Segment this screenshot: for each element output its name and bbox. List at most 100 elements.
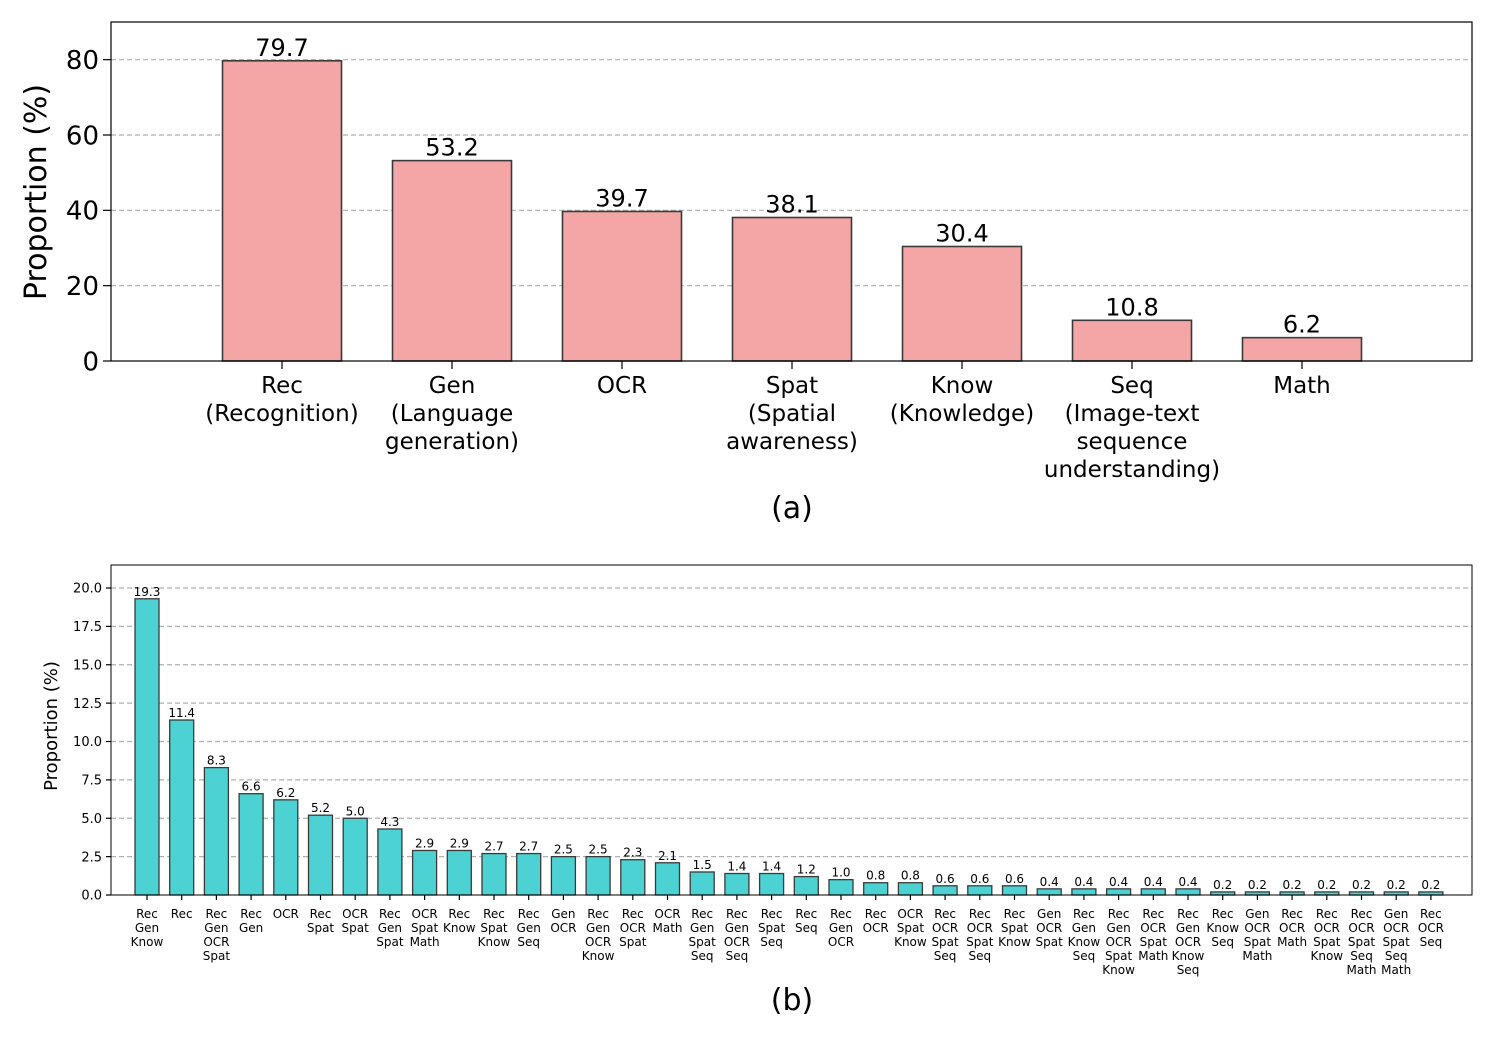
bar-value-label: 6.2 [276, 786, 295, 800]
x-tick-label-line: generation) [385, 429, 519, 455]
bar-value-label: 53.2 [425, 134, 478, 162]
bar [377, 828, 403, 896]
bar [134, 598, 160, 896]
x-tick-label: Rec OCR Spat Know [1310, 907, 1343, 963]
x-tick-label-line: Rec [795, 907, 817, 921]
bar [758, 872, 785, 896]
bar-value-label: 5.0 [346, 804, 365, 818]
bar [1001, 885, 1028, 896]
x-tick-label-line: Gen [1245, 907, 1269, 921]
chart-b-plot-frame [110, 564, 1473, 896]
x-tick-label-line: Rec [240, 907, 262, 921]
bar-value-label: 0.6 [970, 872, 989, 886]
x-tick-label-line: Rec [448, 907, 470, 921]
x-tick-label-line: Gen [1106, 921, 1130, 935]
x-tick-label-line: Seq [795, 921, 818, 935]
x-tick-label-line: OCR [863, 921, 889, 935]
bar-value-label: 2.5 [589, 843, 608, 857]
x-tick-label: Gen OCR Spat [1036, 907, 1064, 949]
bar-value-label: 1.5 [693, 858, 712, 872]
x-tick-label-line: Know [1102, 963, 1135, 977]
x-tick-label-line: Know [478, 935, 511, 949]
x-tick-label-line: OCR [203, 935, 229, 949]
x-tick-label-line: Spat [619, 935, 647, 949]
x-tick-label: Spat (Spatial awareness) [726, 373, 858, 455]
x-tick-label-line: Spat [1036, 935, 1064, 949]
x-tick-label-line: Seq [517, 935, 540, 949]
bar-value-label: 6.2 [1283, 311, 1321, 339]
x-tick-label-line: OCR [1106, 935, 1132, 949]
x-tick-label-line: OCR [1418, 921, 1444, 935]
x-tick-label-line: Seq [968, 949, 991, 963]
x-tick-label-line: Rec [830, 907, 852, 921]
chart-b: 19.3 11.4 8.3 6.6 6.2 5.2 5.0 4.3 2.9 2.9 2.7 2.7 2.… [41, 564, 1473, 1018]
chart-b-y-ticks: 0.0 2.5 5.0 7.5 10.0 12.5 15.0 17.5 20.0 [73, 582, 111, 904]
bar [724, 872, 750, 896]
x-tick-label-line: awareness) [726, 429, 858, 455]
bar-value-label: 2.1 [658, 849, 677, 863]
x-tick-label-line: Know [1068, 935, 1101, 949]
chart-b-gridlines [111, 587, 1472, 858]
x-tick-label-line: Rec [310, 907, 332, 921]
bar [689, 871, 715, 896]
x-tick-label-line: Rec [1177, 907, 1199, 921]
x-tick-label-line: Spat [1383, 935, 1411, 949]
x-tick-label: Rec Spat Seq [758, 907, 786, 949]
chart-a-caption: (a) [771, 491, 813, 526]
x-tick-label: Rec OCR Spat Seq [931, 907, 959, 963]
x-tick-label-line: OCR [342, 907, 368, 921]
bar [1071, 319, 1193, 362]
y-tick-label: 0.0 [81, 889, 102, 904]
x-tick-label-line: Gen [517, 921, 541, 935]
bar-value-label: 30.4 [935, 219, 988, 247]
x-tick-label-line: Seq [760, 935, 783, 949]
bar-value-label: 0.2 [1248, 878, 1267, 892]
x-tick-label: Seq (Image-text sequence understanding) [1044, 373, 1220, 483]
bar [221, 59, 343, 362]
x-tick-label-line: (Spatial [748, 401, 836, 427]
x-tick-label-line: Seq [1350, 949, 1373, 963]
x-tick-label-line: OCR [1140, 921, 1166, 935]
x-tick-label-line: OCR [654, 907, 680, 921]
bar-value-label: 0.2 [1421, 878, 1440, 892]
x-tick-label-line: Rec [518, 907, 540, 921]
x-tick-label-line: Rec [206, 907, 228, 921]
x-tick-label: OCR Spat [342, 907, 370, 935]
x-tick-label-line: Spat [307, 921, 335, 935]
x-tick-label: Rec Gen OCR Know [582, 907, 615, 963]
x-tick-label-line: Spat [1140, 935, 1168, 949]
x-tick-label-line: OCR [1279, 921, 1305, 935]
chart-a-value-labels: 79.7 53.2 39.7 38.1 30.4 10.8 6.2 [255, 34, 1321, 339]
x-tick-label-line: Math [1242, 949, 1272, 963]
bar-value-label: 5.2 [311, 801, 330, 815]
x-tick-label-line: Rec [1004, 907, 1026, 921]
x-tick-label-line: Math [410, 935, 440, 949]
x-tick-label: Rec OCR Spat [619, 907, 647, 949]
x-tick-label-line: Spat [966, 935, 994, 949]
y-tick-label: 20.0 [73, 582, 102, 597]
bar-value-label: 1.0 [831, 866, 850, 880]
x-tick-label-line: Seq [1073, 949, 1096, 963]
x-tick-label-line: Gen [586, 921, 610, 935]
x-tick-label: OCR Math [652, 907, 682, 935]
bar [411, 849, 438, 896]
bar [1175, 888, 1201, 896]
x-tick-label: Gen OCR Spat Math [1242, 907, 1272, 963]
x-tick-label-line: Rec [1073, 907, 1095, 921]
y-tick-label: 7.5 [81, 774, 102, 789]
chart-a-y-axis-label: Proportion (%) [19, 84, 54, 300]
x-tick-label-line: Gen [429, 373, 476, 399]
bar [828, 879, 854, 896]
x-tick-label-line: OCR [412, 907, 438, 921]
bar-value-label: 1.4 [762, 860, 781, 874]
x-tick-label-line: Spat [766, 373, 818, 399]
bar-value-label: 2.9 [415, 836, 434, 850]
x-tick-label-line: Know [582, 949, 615, 963]
x-tick-label-line: OCR [1175, 935, 1201, 949]
x-tick-label: Rec OCR Seq [1418, 907, 1444, 949]
x-tick-label: Rec Spat Know [478, 907, 511, 949]
bar [731, 216, 853, 362]
bar-value-label: 0.2 [1213, 878, 1232, 892]
bar [169, 719, 195, 896]
x-tick-label: Gen OCR Spat Seq Math [1381, 907, 1411, 977]
